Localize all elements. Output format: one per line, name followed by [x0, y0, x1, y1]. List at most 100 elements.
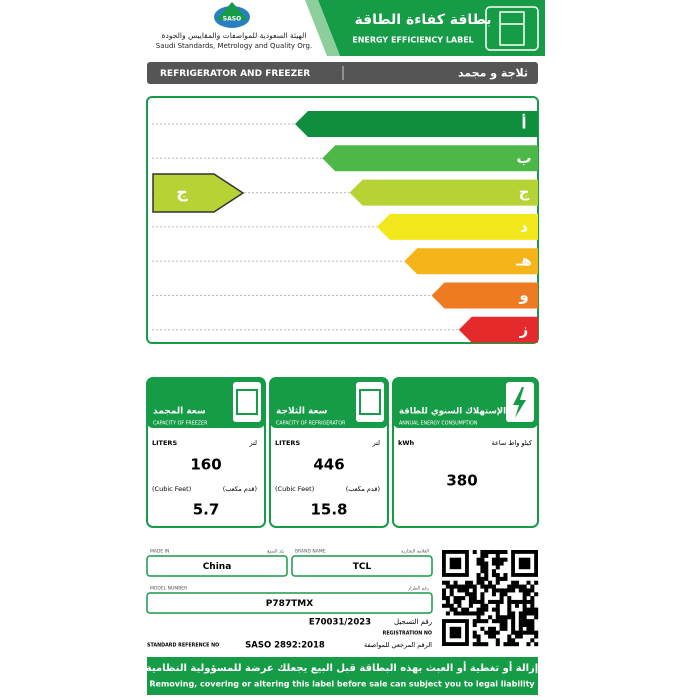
alt-value: 5.7 [193, 501, 220, 519]
qr-module [530, 626, 535, 631]
qr-module [442, 588, 447, 593]
qr-module [530, 588, 535, 593]
qr-module [499, 561, 504, 566]
qr-module [449, 603, 454, 608]
qr-module [472, 599, 477, 604]
qr-module [476, 642, 481, 647]
qr-module [488, 626, 493, 631]
qr-module [472, 634, 477, 639]
qr-module [476, 576, 481, 581]
qr-module [503, 573, 508, 578]
qr-module [503, 592, 508, 597]
qr-module [503, 588, 508, 593]
qr-module [465, 611, 470, 616]
qr-module [526, 599, 531, 604]
rating-arrow [431, 282, 538, 309]
qr-module [480, 611, 485, 616]
qr-module [468, 603, 473, 608]
alt-unit-en: (Cubic Feet) [275, 485, 314, 493]
qr-module [484, 603, 489, 608]
qr-module [495, 611, 500, 616]
unit-ar: لتر [248, 439, 257, 447]
qr-module [488, 634, 493, 639]
qr-module [499, 592, 504, 597]
fridge-icon [499, 11, 525, 46]
qr-module [484, 619, 489, 624]
qr-module [534, 642, 539, 647]
qr-module [499, 619, 504, 624]
qr-module [526, 630, 531, 635]
icon [359, 389, 381, 415]
qr-module [530, 607, 535, 612]
qr-module [495, 565, 500, 570]
selected-letter: ج [176, 183, 188, 202]
details: MADE IN بلد الصنع China BRAND NAME العلامة ا… [146, 549, 433, 651]
qr-module [476, 573, 481, 578]
qr-module [472, 550, 477, 555]
qr-module [522, 603, 527, 608]
qr-module [495, 588, 500, 593]
qr-module [530, 599, 535, 604]
qr-module [488, 580, 493, 585]
qr-module [449, 592, 454, 597]
qr-module [511, 622, 516, 627]
qr-module [476, 580, 481, 585]
qr-module [480, 592, 485, 597]
field-label-en: MADE IN [150, 549, 169, 555]
qr-module [522, 622, 527, 627]
qr-module [442, 596, 447, 601]
qr-module [465, 607, 470, 612]
unit-en: kWh [398, 439, 414, 447]
qr-module [530, 638, 535, 643]
qr-module [468, 592, 473, 597]
qr-module [507, 642, 512, 647]
unit-ar: كيلو واط ساعة [492, 439, 533, 447]
alt-unit-en: (Cubic Feet) [152, 485, 191, 493]
field-label-en: MODEL NUMBER [150, 586, 187, 592]
qr-module [472, 611, 477, 616]
value: 446 [313, 456, 344, 474]
icon-frame [356, 382, 384, 422]
qr-module [484, 561, 489, 566]
qr-module [495, 630, 500, 635]
qr-module [472, 588, 477, 593]
qr-module [495, 642, 500, 647]
qr-module [468, 611, 473, 616]
qr-module [476, 638, 481, 643]
qr-module [484, 607, 489, 612]
rating-arrow [404, 248, 538, 275]
logo-text: SASO [223, 16, 241, 23]
qr-module [514, 580, 519, 585]
qr-module [491, 619, 496, 624]
qr-module [476, 607, 481, 612]
qr-finder [518, 557, 531, 570]
qr-module [457, 611, 462, 616]
qr-module [511, 584, 516, 589]
qr-module [491, 573, 496, 578]
qr-module [445, 584, 450, 589]
qr-module [491, 557, 496, 562]
field-box [146, 592, 433, 614]
qr-module [461, 596, 466, 601]
qr-module [507, 607, 512, 612]
qr-module [499, 599, 504, 604]
qr-module [491, 599, 496, 604]
value: 160 [190, 456, 221, 474]
qr-module [518, 622, 523, 627]
rating-letter: د [520, 217, 528, 235]
qr-module [511, 599, 516, 604]
qr-module [518, 615, 523, 620]
qr-module [445, 603, 450, 608]
qr-module [484, 569, 489, 574]
qr-module [507, 588, 512, 593]
qr-module [480, 619, 485, 624]
qr-module [526, 611, 531, 616]
standard-ar: الرقم المرجعي للمواصفة [364, 641, 432, 649]
qr-module [480, 626, 485, 631]
qr-module [526, 626, 531, 631]
qr-finder [449, 557, 462, 570]
qr-code [442, 550, 539, 647]
box-header [393, 378, 538, 428]
qr-module [480, 599, 485, 604]
